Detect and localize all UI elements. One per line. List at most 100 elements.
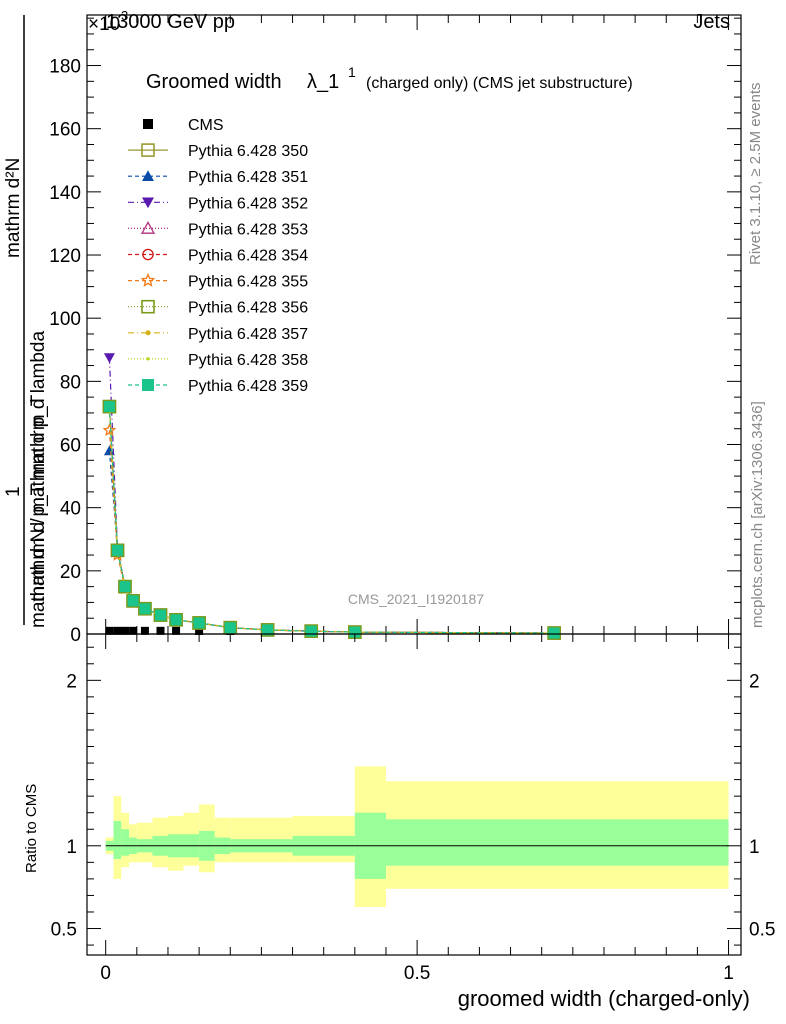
legend-marker — [141, 143, 155, 157]
ylabel-numerator: mathrm d²N — [3, 158, 24, 258]
process-label: Jets — [693, 11, 730, 33]
series-point-7 — [192, 616, 206, 630]
rivet-label: Rivet 3.1.10, ≥ 2.5M events — [747, 83, 764, 266]
series-point-10 — [112, 544, 124, 556]
ylabel-denominator: mathrm d N / mathrm d p_T — [28, 394, 49, 628]
main-y-tick-label: 140 — [49, 183, 81, 204]
series-point-7 — [110, 543, 125, 558]
series-point-10 — [103, 401, 115, 413]
legend-marker — [142, 248, 154, 261]
legend: CMS Pythia 6.428 350 Pythia 6.428 351 Pythi… — [128, 117, 308, 395]
series-point-2 — [103, 445, 115, 456]
series-point-7 — [153, 608, 168, 622]
series-point-10 — [119, 581, 131, 593]
cms-data-point — [120, 626, 129, 635]
ratio-inner-band-bin — [113, 820, 122, 860]
series-line-10 — [108, 406, 555, 634]
ylabel-one: 1 — [3, 486, 24, 497]
main-y-tick-label: 40 — [60, 499, 81, 520]
series-line-2 — [108, 450, 555, 634]
legend-marker — [140, 221, 156, 234]
main-plot-area: 0 20 40 60 80 100 120 140 160 180 — [49, 14, 742, 646]
series-point-6 — [102, 423, 117, 437]
main-y-axis-label: mathrm d²N mathrm d p_T mathrm d lambda … — [3, 15, 49, 628]
x-tick-label: 0 — [100, 963, 111, 984]
cms-data-point — [113, 626, 122, 635]
ratio-y-tick-label-right: 0.5 — [749, 920, 775, 941]
legend-entry-label: Pythia 6.428 352 — [188, 195, 308, 212]
cms-data-point — [105, 626, 114, 635]
ratio-y-tick-label: 2 — [66, 671, 77, 692]
analysis-id: CMS_2021_I1920187 — [348, 591, 484, 607]
series-point-10 — [262, 624, 274, 636]
main-y-tick-label: 60 — [60, 436, 81, 457]
series-point-3 — [103, 353, 115, 364]
cms-data-point — [172, 626, 181, 635]
series-point-7 — [138, 601, 152, 616]
series-point-10 — [127, 595, 139, 607]
mcplots-label: mcplots.cern.ch [arXiv:1306.3436] — [749, 401, 766, 628]
main-y-tick-label: 120 — [49, 246, 81, 267]
series-line-6 — [108, 430, 555, 634]
x-tick-label: 0.5 — [404, 963, 430, 984]
ylabel-middle: mathrm d p_T mathrm d lambda — [28, 331, 49, 602]
legend-entry-label: Pythia 6.428 351 — [188, 169, 308, 186]
x-tick-label: 1 — [723, 963, 734, 984]
ratio-inner-band-bin — [121, 829, 130, 856]
series-line-5 — [108, 406, 555, 634]
legend-marker — [145, 330, 151, 336]
title-sup: 1 — [348, 64, 356, 80]
main-y-tick-label: 100 — [49, 309, 81, 330]
series-point-10 — [170, 614, 182, 626]
ratio-y-axis-label: Ratio to CMS — [23, 784, 40, 873]
series-line-9 — [108, 406, 555, 634]
ratio-y-tick-label-right: 2 — [749, 671, 760, 692]
exponent-label: ×10 — [88, 14, 120, 35]
main-y-tick-label: 160 — [49, 120, 81, 141]
energy-label: 13000 GeV pp — [106, 11, 235, 33]
cms-data-point — [156, 626, 165, 635]
series-point-10 — [349, 626, 361, 638]
series-line-3 — [108, 357, 555, 634]
series-point-10 — [139, 603, 151, 615]
legend-entry-label: Pythia 6.428 353 — [188, 221, 308, 238]
series-point-7 — [126, 594, 140, 608]
series-line-4 — [108, 406, 555, 634]
main-y-tick-label: 20 — [60, 562, 81, 583]
title-rest: (charged only) (CMS jet substructure) — [366, 75, 633, 92]
series-point-7 — [169, 612, 183, 627]
legend-entry-label: Pythia 6.428 358 — [188, 352, 308, 369]
series-line-8 — [108, 406, 555, 634]
series-point-10 — [548, 627, 560, 639]
legend-marker — [140, 272, 156, 287]
legend-marker — [141, 299, 155, 314]
legend-entry-label: CMS — [188, 117, 224, 134]
legend-entry-label: Pythia 6.428 355 — [188, 274, 308, 291]
series-line-7 — [108, 406, 555, 634]
legend-marker — [142, 379, 154, 391]
main-y-tick-label: 0 — [70, 625, 81, 646]
cms-data-point — [140, 626, 149, 635]
plot-title: Groomed width λ_1 1 (charged only) (CMS … — [146, 64, 633, 93]
ratio-frame — [86, 633, 742, 956]
cms-data-point — [195, 627, 204, 635]
legend-entry-label: Pythia 6.428 357 — [188, 326, 308, 343]
legend-marker — [142, 197, 154, 209]
main-y-tick-label: 80 — [60, 372, 81, 393]
legend-entry-label: Pythia 6.428 356 — [188, 300, 308, 317]
legend-entry-label: Pythia 6.428 359 — [188, 378, 308, 395]
title-lambda: λ_1 — [307, 71, 339, 93]
series-point-10 — [193, 617, 205, 629]
x-axis-label: groomed width (charged-only) — [458, 986, 750, 1011]
main-frame — [86, 14, 742, 635]
series-point-7 — [118, 579, 132, 594]
series-point-10 — [305, 625, 317, 637]
legend-marker — [143, 119, 153, 129]
legend-entry-label: Pythia 6.428 350 — [188, 143, 308, 160]
title-main: Groomed width — [146, 71, 282, 93]
legend-marker — [146, 357, 150, 361]
ratio-plot-area: 0.5 0.5 1 1 2 2 0 0.5 1 — [51, 633, 775, 984]
series-point-10 — [154, 609, 166, 621]
ratio-y-tick-label: 0.5 — [51, 920, 77, 941]
